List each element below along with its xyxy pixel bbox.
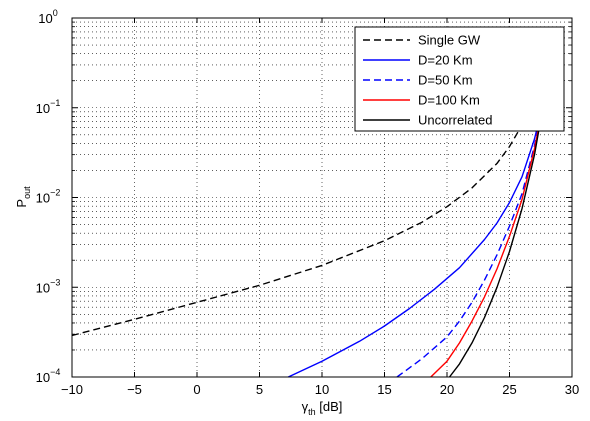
y-tick-label-base: 10: [36, 280, 50, 295]
legend-label-4: D=100 Km: [418, 93, 480, 108]
x-axis-label-main: γ: [302, 399, 309, 414]
legend-label-1: Single GW: [418, 33, 481, 48]
y-tick-label: 10−1: [36, 98, 61, 116]
x-axis-label-unit: [dB]: [316, 399, 343, 414]
y-axis-label: Pout: [14, 186, 32, 208]
legend-label-3: D=50 Km: [418, 73, 473, 88]
y-tick-label-exponent: −1: [50, 98, 60, 108]
y-tick-label: 100: [38, 8, 57, 26]
x-tick-label: −10: [61, 382, 83, 397]
x-tick-labels: −10 −5 0 5 10 15 20 25 30: [61, 382, 579, 397]
y-tick-label-base: 10: [36, 101, 50, 116]
y-axis-label-main: P: [14, 199, 29, 208]
x-axis-label: γth [dB]: [302, 399, 343, 417]
x-tick-label: −5: [127, 382, 142, 397]
series-line-2: [288, 63, 548, 378]
x-tick-label: 20: [440, 382, 454, 397]
y-tick-label-base: 10: [38, 11, 52, 26]
legend-label-2: D=20 Km: [418, 53, 473, 68]
legend-box: [354, 26, 565, 132]
series-line-5: [448, 64, 548, 378]
x-tick-label: 30: [565, 382, 579, 397]
x-tick-label: 0: [193, 382, 200, 397]
y-tick-label-exponent: −4: [50, 367, 60, 377]
y-tick-label: 10−3: [36, 277, 61, 295]
y-tick-label-base: 10: [36, 370, 50, 385]
x-tick-label: 15: [377, 382, 391, 397]
x-tick-label: 10: [315, 382, 329, 397]
y-tick-label-base: 10: [36, 191, 50, 206]
x-tick-label: 25: [502, 382, 516, 397]
x-tick-label: 5: [256, 382, 263, 397]
y-axis-label-sub: out: [22, 186, 32, 199]
y-tick-label-exponent: 0: [53, 8, 58, 18]
axis-ticks: [71, 17, 573, 378]
legend: Single GW D=20 Km D=50 Km D=100 Km Uncorrela…: [354, 26, 565, 132]
legend-label-5: Uncorrelated: [418, 113, 492, 128]
y-tick-label-exponent: −3: [50, 277, 60, 287]
y-tick-label: 10−2: [36, 188, 61, 206]
y-tick-label-exponent: −2: [50, 188, 60, 198]
series-line-4: [430, 62, 548, 378]
x-axis-label-sub: th: [308, 407, 316, 417]
y-tick-label: 10−4: [36, 367, 61, 385]
